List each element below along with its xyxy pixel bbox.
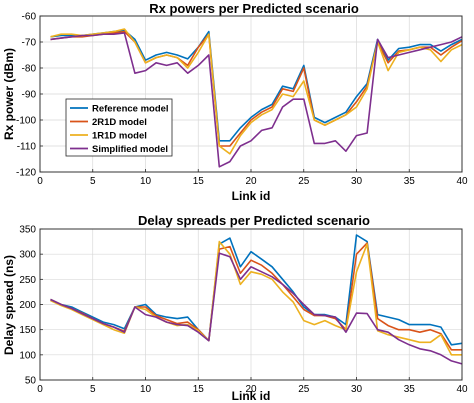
series-line-simplified-model	[50, 252, 463, 365]
y-tick-label: 50	[25, 376, 37, 387]
y-tick-label: 150	[19, 325, 36, 336]
y-tick-label: -70	[22, 38, 37, 49]
x-tick-label: 25	[298, 384, 310, 395]
y-axis-label: Rx power (dBm)	[2, 48, 16, 140]
x-tick-label: 15	[193, 384, 205, 395]
x-tick-label: 5	[90, 176, 96, 187]
x-tick-label: 35	[404, 384, 416, 395]
x-tick-label: 20	[245, 384, 257, 395]
rx-power-chart: Rx powers per Predicted scenario 0 5 10 15 2…	[2, 1, 468, 203]
y-tick-label: -90	[22, 90, 37, 101]
x-tick-label: 30	[351, 384, 363, 395]
x-tick-label: 5	[90, 384, 96, 395]
legend: Reference model 2R1D model 1R1D model Simpl…	[65, 98, 173, 157]
y-tick-label: 350	[19, 225, 36, 236]
tick-labels: 0 5 10 15 20 25 30 35 40 -120 -110 -100 -90 -80 -70 -60	[16, 12, 468, 188]
x-axis-label: Link id	[232, 189, 271, 203]
y-tick-label: -110	[17, 142, 37, 153]
x-tick-label: 40	[456, 176, 468, 187]
y-tick-label: 300	[19, 250, 36, 261]
series-lines	[50, 234, 463, 365]
series-line-simplified-model	[50, 32, 463, 168]
x-tick-label: 0	[37, 384, 43, 395]
legend-label: 2R1D model	[92, 117, 147, 128]
series-line-reference-model	[50, 234, 463, 346]
chart-title: Rx powers per Predicted scenario	[149, 1, 359, 16]
x-tick-label: 10	[140, 384, 152, 395]
legend-label: 1R1D model	[92, 131, 147, 142]
y-tick-label: -120	[16, 168, 36, 179]
delay-spread-chart: Delay spreads per Predicted scenario 0 5 1…	[2, 213, 468, 403]
x-axis-label: Link id	[232, 389, 271, 403]
x-tick-label: 35	[404, 176, 416, 187]
series-lines	[50, 28, 463, 168]
y-tick-label: -60	[22, 12, 37, 23]
chart-title: Delay spreads per Predicted scenario	[138, 213, 370, 228]
legend-label: Reference model	[92, 104, 169, 115]
y-tick-label: -100	[16, 116, 36, 127]
tick-labels: 0 5 10 15 20 25 30 35 40 50 100 150 200 250 300 350	[19, 225, 468, 396]
legend-label: Simplified model	[92, 144, 168, 155]
x-tick-label: 25	[298, 176, 310, 187]
y-tick-label: 100	[19, 350, 36, 361]
x-tick-label: 40	[456, 384, 468, 395]
y-tick-label: 200	[19, 300, 36, 311]
x-tick-label: 20	[245, 176, 257, 187]
y-axis-label: Delay spread (ns)	[2, 255, 16, 355]
x-tick-label: 15	[193, 176, 205, 187]
series-line-1r1d-model	[50, 28, 463, 155]
x-tick-label: 30	[351, 176, 363, 187]
x-tick-label: 10	[140, 176, 152, 187]
y-tick-label: -80	[22, 64, 37, 75]
x-tick-label: 0	[37, 176, 43, 187]
y-tick-label: 250	[19, 275, 36, 286]
